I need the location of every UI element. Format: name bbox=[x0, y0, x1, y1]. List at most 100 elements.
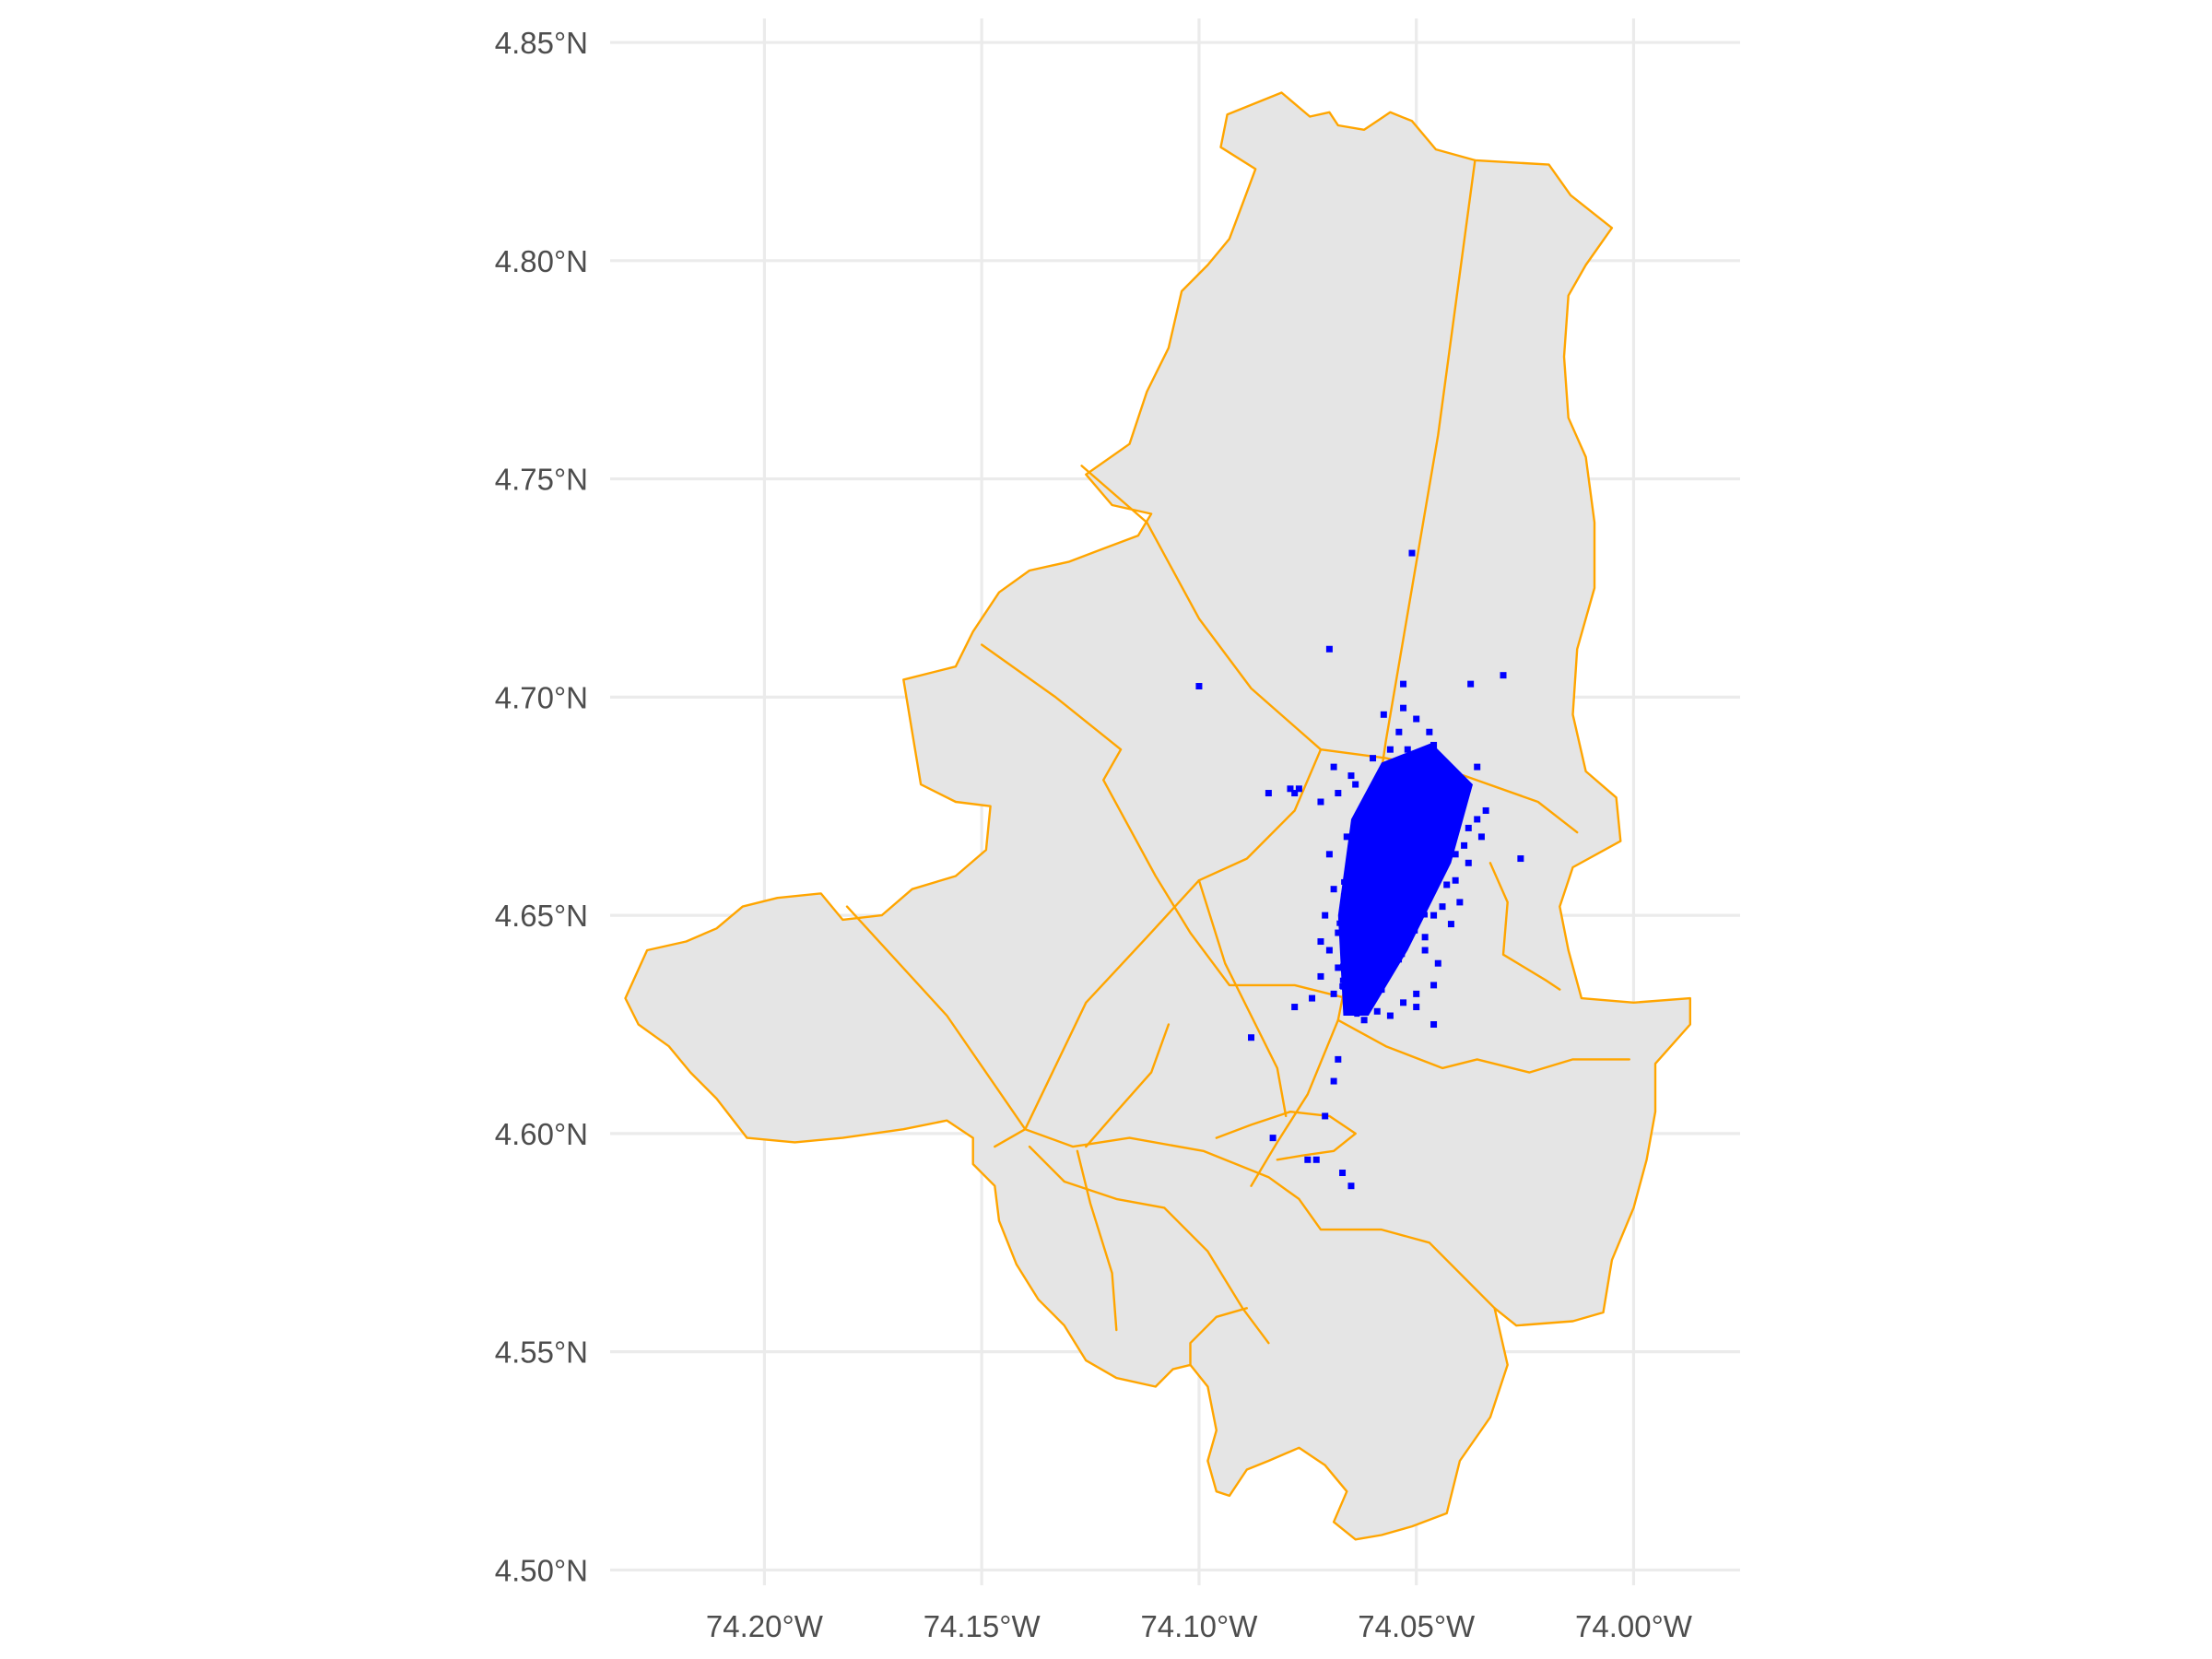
point-marker bbox=[1392, 863, 1398, 869]
point-marker bbox=[1426, 728, 1433, 735]
point-marker bbox=[1418, 895, 1424, 901]
y-tick-label: 4.75°N bbox=[495, 463, 588, 497]
point-marker bbox=[1386, 746, 1394, 753]
point-marker bbox=[1413, 1004, 1420, 1011]
point-marker bbox=[1335, 1055, 1342, 1063]
point-marker bbox=[1400, 704, 1407, 712]
district-boundary bbox=[1189, 1307, 1248, 1367]
district-boundary bbox=[1076, 1149, 1118, 1332]
point-marker bbox=[1404, 817, 1410, 823]
point-marker bbox=[1322, 1112, 1329, 1120]
point-marker bbox=[1395, 863, 1402, 869]
point-marker bbox=[1387, 951, 1394, 958]
point-marker bbox=[1312, 1156, 1320, 1163]
point-marker bbox=[1400, 999, 1407, 1006]
point-marker bbox=[1380, 901, 1386, 908]
point-marker bbox=[1291, 790, 1299, 797]
point-marker bbox=[1477, 833, 1485, 841]
point-marker bbox=[1330, 763, 1337, 771]
point-marker bbox=[1452, 851, 1459, 858]
point-marker bbox=[1195, 683, 1203, 690]
point-marker bbox=[1317, 938, 1324, 946]
point-marker bbox=[1396, 895, 1403, 901]
point-marker bbox=[1448, 820, 1454, 827]
point-marker bbox=[1336, 920, 1343, 926]
point-marker bbox=[1394, 777, 1401, 783]
point-marker bbox=[1382, 806, 1389, 812]
y-tick-label: 4.60°N bbox=[495, 1117, 588, 1151]
point-markers bbox=[1195, 549, 1524, 1190]
district-boundary bbox=[1024, 1128, 1496, 1310]
point-marker bbox=[1500, 672, 1507, 679]
point-marker bbox=[1369, 798, 1375, 805]
point-marker bbox=[1362, 937, 1369, 944]
point-marker bbox=[1421, 912, 1428, 918]
point-marker bbox=[1339, 977, 1346, 983]
point-marker bbox=[1421, 934, 1429, 941]
point-marker bbox=[1394, 878, 1401, 885]
point-marker bbox=[1352, 889, 1359, 897]
point-marker bbox=[1356, 990, 1363, 997]
point-marker bbox=[1340, 963, 1347, 970]
point-marker bbox=[1330, 1077, 1337, 1085]
point-marker bbox=[1474, 763, 1481, 771]
point-marker bbox=[1330, 886, 1337, 893]
point-marker bbox=[1371, 794, 1377, 800]
point-marker bbox=[1370, 880, 1376, 887]
point-marker bbox=[1404, 746, 1411, 753]
point-marker bbox=[1467, 680, 1475, 688]
district-boundary bbox=[845, 905, 1027, 1131]
point-marker bbox=[1347, 999, 1355, 1006]
point-marker bbox=[1418, 830, 1424, 836]
point-marker bbox=[1414, 881, 1420, 888]
point-marker bbox=[1381, 817, 1387, 823]
y-tick-label: 4.85°N bbox=[495, 26, 588, 60]
point-marker bbox=[1406, 800, 1412, 806]
point-marker bbox=[1443, 881, 1451, 888]
point-marker bbox=[1335, 964, 1342, 971]
x-tick-label: 74.20°W bbox=[706, 1609, 824, 1643]
point-marker bbox=[1343, 955, 1350, 962]
point-marker bbox=[1335, 929, 1342, 936]
point-marker bbox=[1340, 935, 1347, 941]
point-marker bbox=[1395, 728, 1403, 735]
district-boundary bbox=[1488, 862, 1561, 991]
point-marker bbox=[1401, 902, 1407, 909]
point-marker bbox=[1413, 715, 1420, 723]
point-marker bbox=[1433, 816, 1440, 822]
point-marker bbox=[1395, 913, 1402, 920]
point-marker bbox=[1375, 783, 1382, 790]
point-marker bbox=[1447, 921, 1454, 928]
point-marker bbox=[1379, 926, 1385, 933]
point-marker bbox=[1343, 982, 1350, 989]
point-marker bbox=[1380, 839, 1386, 845]
point-marker bbox=[1388, 941, 1394, 947]
point-marker bbox=[1342, 903, 1348, 910]
point-marker bbox=[1517, 855, 1524, 863]
point-marker bbox=[1405, 894, 1411, 900]
x-tick-label: 74.00°W bbox=[1575, 1609, 1693, 1643]
point-marker bbox=[1347, 929, 1353, 935]
point-marker bbox=[1452, 877, 1459, 884]
district-boundary bbox=[1197, 879, 1288, 1118]
point-marker bbox=[1430, 877, 1436, 884]
point-marker bbox=[1295, 785, 1302, 793]
point-marker bbox=[1265, 790, 1272, 797]
point-marker bbox=[1335, 790, 1342, 797]
point-marker bbox=[1426, 780, 1432, 786]
x-tick-label: 74.05°W bbox=[1358, 1609, 1476, 1643]
point-marker bbox=[1340, 893, 1347, 900]
point-marker bbox=[1459, 803, 1465, 809]
point-marker bbox=[1416, 851, 1422, 857]
point-marker bbox=[1269, 1135, 1277, 1142]
point-marker bbox=[1392, 959, 1398, 965]
point-marker bbox=[1445, 832, 1452, 839]
point-marker bbox=[1380, 957, 1386, 963]
point-marker bbox=[1347, 959, 1354, 966]
point-marker bbox=[1461, 841, 1468, 849]
point-marker bbox=[1347, 1182, 1355, 1190]
point-marker bbox=[1380, 711, 1387, 718]
point-marker bbox=[1413, 857, 1419, 864]
point-marker bbox=[1377, 920, 1383, 926]
point-marker bbox=[1443, 794, 1450, 800]
